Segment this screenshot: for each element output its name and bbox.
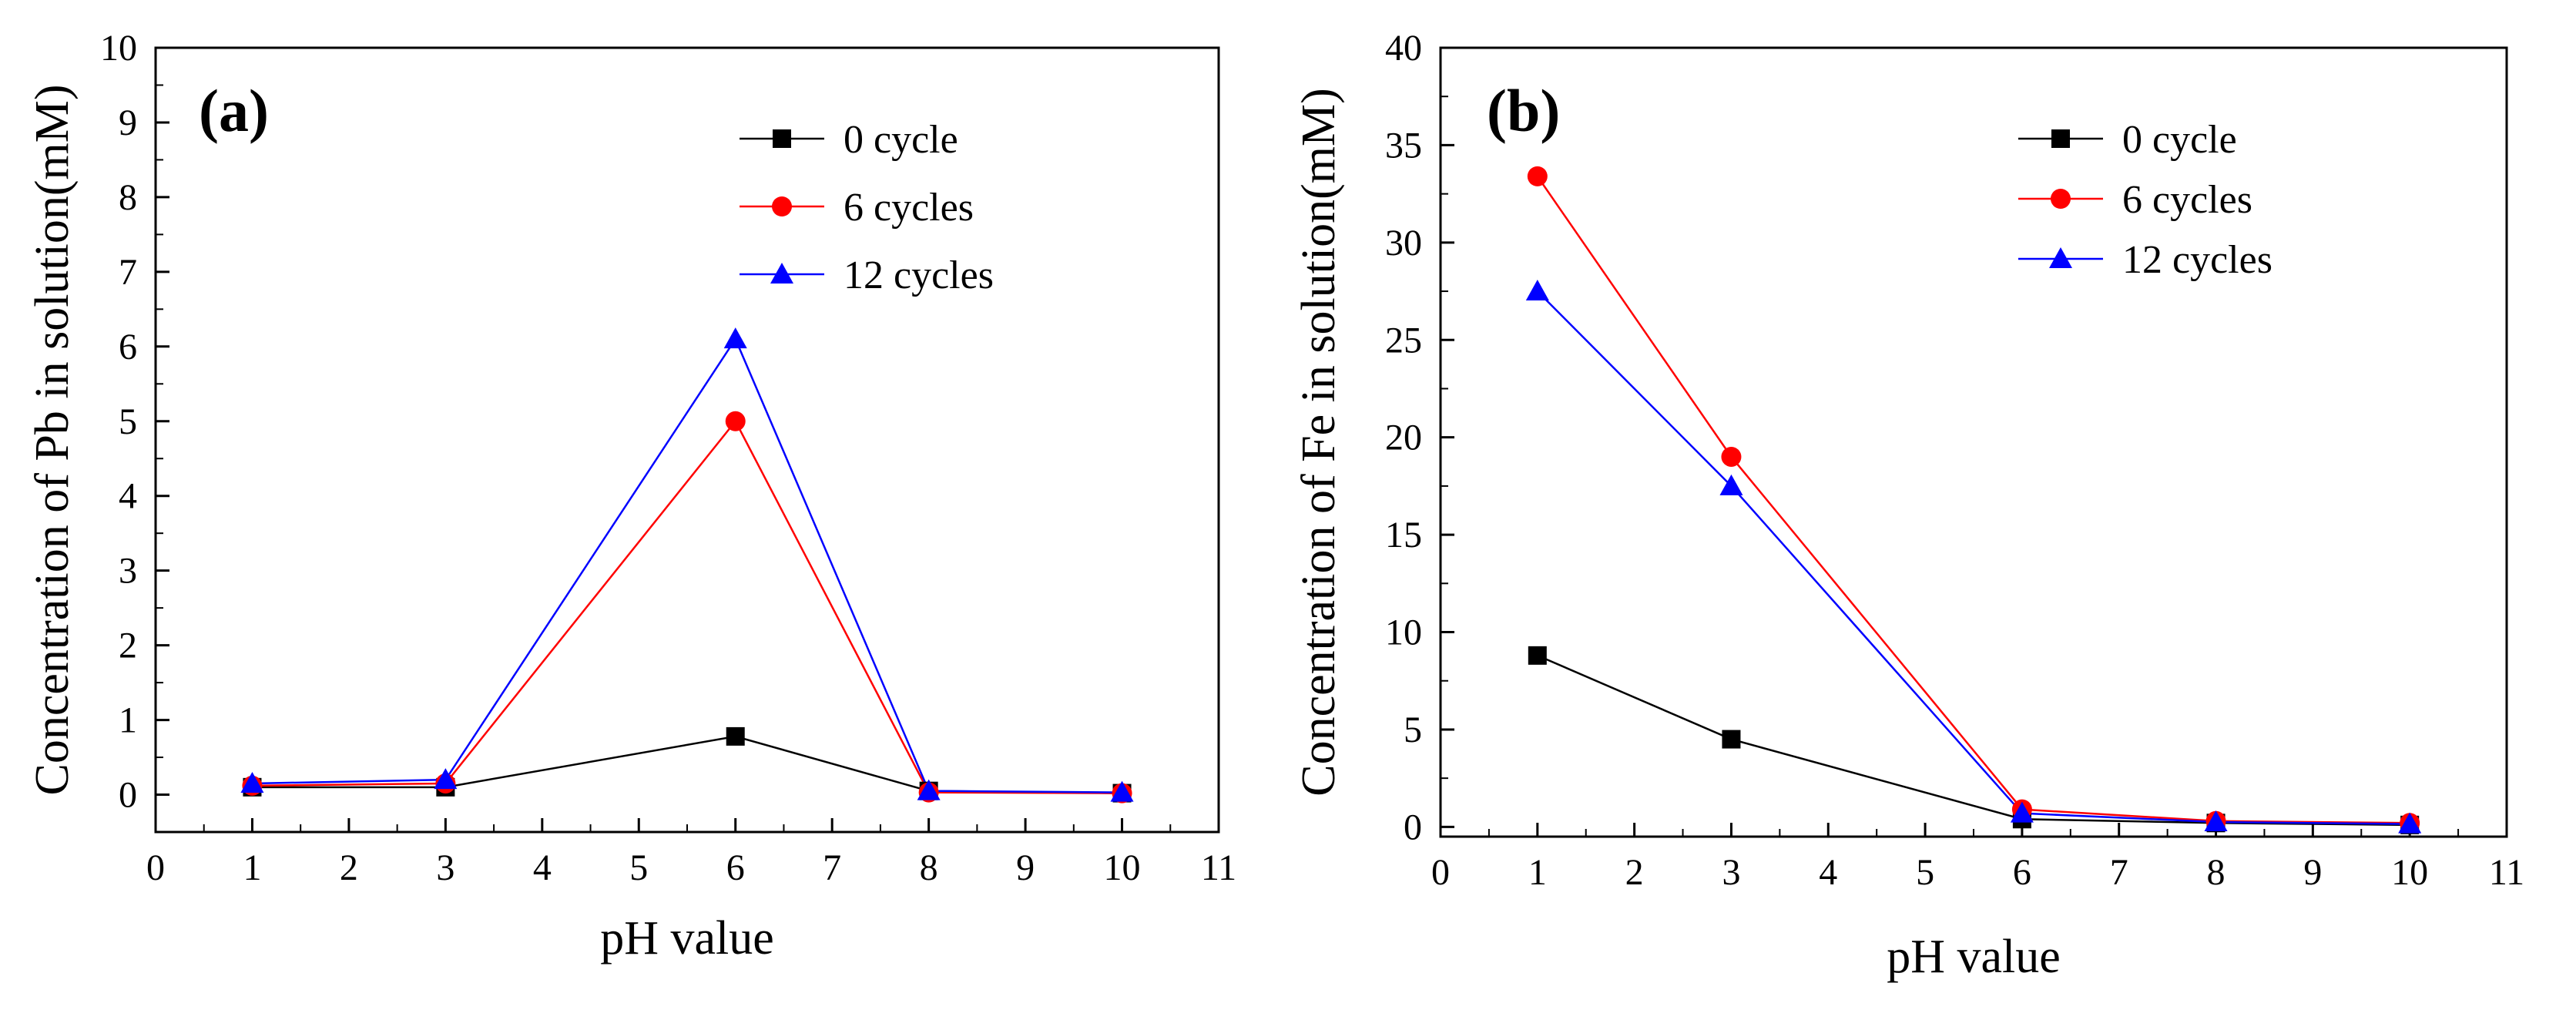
x-tick-label: 10 — [2391, 852, 2428, 893]
data-point — [1719, 474, 1743, 495]
legend-marker — [2051, 129, 2070, 148]
legend-label: 0 cycle — [2122, 118, 2237, 162]
y-tick-label: 0 — [119, 775, 137, 816]
x-axis-title: pH value — [600, 912, 774, 965]
x-tick-label: 3 — [436, 847, 454, 888]
x-tick-label: 6 — [726, 847, 745, 888]
x-tick-label: 2 — [340, 847, 358, 888]
series-line — [252, 337, 1122, 793]
x-tick-label: 11 — [2489, 852, 2524, 893]
y-tick-label: 5 — [1404, 710, 1422, 750]
legend-label: 6 cycles — [844, 186, 974, 230]
y-tick-label: 20 — [1385, 418, 1422, 458]
y-tick-labels: 0 1 2 3 4 5 6 7 8 9 10 — [100, 28, 137, 816]
series-layer — [1525, 166, 2422, 834]
x-tick-label: 5 — [1916, 852, 1934, 893]
data-point — [1527, 166, 1548, 186]
data-point — [240, 771, 264, 793]
legend-label: 6 cycles — [2122, 178, 2252, 222]
plot-frame — [154, 46, 1220, 834]
data-point — [1525, 280, 1549, 301]
y-tick-label: 9 — [119, 102, 137, 143]
y-tick-label: 10 — [1385, 612, 1422, 653]
series-line — [1536, 290, 2410, 825]
tick-marks — [1439, 46, 2508, 837]
x-tick-label: 4 — [1819, 852, 1837, 893]
data-point — [917, 779, 941, 800]
y-tick-label: 4 — [119, 476, 137, 517]
data-point — [1721, 446, 1742, 467]
y-tick-label: 8 — [119, 177, 137, 218]
x-tick-label: 7 — [2110, 852, 2128, 893]
x-tick-labels: 0 1 2 3 4 5 6 7 8 9 10 11 — [1431, 852, 2524, 893]
plot-frame — [1439, 46, 2508, 838]
y-tick-label: 35 — [1385, 125, 1422, 166]
legend-label: 12 cycles — [844, 253, 994, 297]
y-tick-label: 2 — [119, 626, 137, 666]
legend-marker — [773, 129, 791, 148]
data-point — [726, 726, 745, 746]
y-tick-label: 15 — [1385, 515, 1422, 555]
data-point — [725, 411, 746, 431]
y-axis-title: Concentration of Pb in solution(mM) — [26, 84, 79, 795]
y-tick-label: 3 — [119, 551, 137, 592]
x-tick-label: 11 — [1201, 847, 1236, 888]
data-point — [2010, 801, 2034, 823]
y-tick-label: 1 — [119, 700, 137, 741]
x-tick-label: 5 — [629, 847, 648, 888]
panel-b: 0 1 2 3 4 5 6 7 8 9 10 11 0 5 10 15 20 25 30 35 40 (b) pH v… — [1293, 28, 2524, 983]
x-tick-label: 3 — [1722, 852, 1740, 893]
series-line — [1536, 176, 2410, 824]
y-tick-label: 30 — [1385, 223, 1422, 263]
series-line — [252, 419, 1122, 794]
y-tick-label: 5 — [119, 401, 137, 442]
y-axis-title: Concentration of Fe in solution(mM) — [1293, 88, 1345, 797]
x-tick-labels: 0 1 2 3 4 5 6 7 8 9 10 11 — [146, 847, 1236, 888]
legend-label: 12 cycles — [2122, 238, 2272, 282]
x-tick-label: 0 — [1431, 852, 1450, 893]
legend-marker — [2049, 247, 2072, 268]
panel-label: (a) — [199, 77, 269, 144]
tick-marks — [154, 46, 1220, 832]
legend-label: 0 cycle — [844, 118, 958, 162]
y-tick-label: 7 — [119, 252, 137, 293]
data-point — [1110, 780, 1134, 802]
y-tick-labels: 0 5 10 15 20 25 30 35 40 — [1385, 28, 1422, 847]
x-tick-label: 1 — [1528, 852, 1547, 893]
data-point — [1722, 730, 1741, 749]
legend: 0 cycle 6 cycles 12 cycles — [740, 118, 994, 297]
x-tick-label: 2 — [1625, 852, 1644, 893]
x-tick-label: 8 — [2207, 852, 2225, 893]
x-tick-label: 1 — [243, 847, 261, 888]
x-tick-label: 10 — [1104, 847, 1141, 888]
x-tick-label: 8 — [920, 847, 938, 888]
series-line — [1537, 654, 2410, 827]
data-point — [434, 768, 458, 790]
y-tick-label: 10 — [100, 28, 137, 69]
panel-a: 0 1 2 3 4 5 6 7 8 9 10 11 0 1 2 3 4 5 6 7 8 9 10 (a) pH value… — [26, 28, 1236, 965]
series-layer — [240, 327, 1134, 804]
x-tick-label: 4 — [533, 847, 552, 888]
data-point — [1528, 646, 1547, 665]
legend: 0 cycle 6 cycles 12 cycles — [2018, 118, 2272, 282]
legend-marker — [2051, 189, 2071, 209]
x-tick-label: 6 — [2013, 852, 2031, 893]
x-tick-label: 9 — [2303, 852, 2322, 893]
y-tick-label: 6 — [119, 327, 137, 367]
panel-label: (b) — [1487, 77, 1560, 144]
legend-marker — [770, 263, 793, 284]
y-tick-label: 40 — [1385, 28, 1422, 69]
x-tick-label: 7 — [823, 847, 841, 888]
x-axis-title: pH value — [1887, 931, 2061, 983]
legend-marker — [772, 196, 792, 216]
data-point — [2204, 810, 2228, 832]
x-tick-label: 0 — [146, 847, 165, 888]
data-point — [2398, 812, 2422, 834]
y-tick-label: 0 — [1404, 807, 1422, 847]
data-point — [723, 327, 747, 349]
y-tick-label: 25 — [1385, 320, 1422, 361]
x-tick-label: 9 — [1016, 847, 1035, 888]
